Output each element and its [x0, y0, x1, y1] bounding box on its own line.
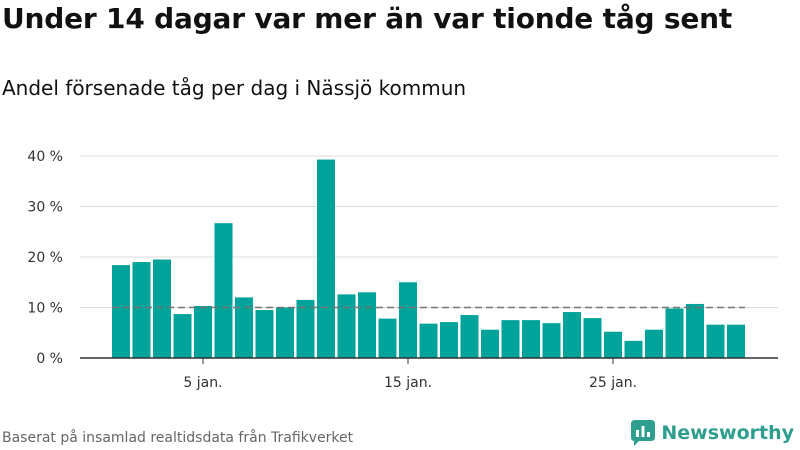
- bar: [542, 323, 561, 358]
- x-axis: 5 jan. 15 jan. 25 jan.: [80, 357, 778, 391]
- bar: [686, 303, 704, 358]
- bar: [132, 262, 151, 358]
- bar: [296, 299, 315, 358]
- bar: [481, 329, 499, 358]
- x-tick-label: 25 jan.: [589, 375, 637, 391]
- bar: [583, 318, 602, 358]
- bar: [706, 324, 725, 358]
- bar: [460, 315, 479, 358]
- bar: [645, 329, 663, 358]
- y-tick-label: 0 %: [36, 351, 63, 367]
- bar: [624, 340, 643, 358]
- bar: [276, 307, 294, 358]
- chart-title: Under 14 dagar var mer än var tionde tåg…: [2, 2, 733, 35]
- y-tick-label: 30 %: [27, 200, 63, 216]
- bar: [235, 297, 253, 358]
- bar: [501, 320, 520, 358]
- bars: [112, 159, 745, 358]
- bar: [604, 331, 622, 358]
- bar: [173, 314, 192, 358]
- bar: [563, 312, 581, 358]
- bar: [399, 282, 417, 358]
- x-tick-label: 15 jan.: [384, 375, 432, 391]
- bar: [112, 265, 130, 358]
- newsworthy-logo-icon: [631, 420, 656, 446]
- bar: [153, 259, 171, 358]
- bar: [255, 310, 274, 358]
- bar: [317, 159, 335, 358]
- bar: [214, 223, 233, 358]
- source-note: Baserat på insamlad realtidsdata från Tr…: [2, 430, 354, 446]
- gridlines: [80, 155, 778, 308]
- bar: [378, 318, 397, 358]
- bar: [419, 323, 438, 358]
- brand-name: Newsworthy: [661, 422, 794, 444]
- y-tick-label: 20 %: [27, 250, 63, 266]
- x-tick-label: 5 jan.: [183, 375, 222, 391]
- y-axis-labels: 0 % 10 % 20 % 30 % 40 %: [27, 149, 63, 367]
- chart-subtitle: Andel försenade tåg per dag i Nässjö kom…: [2, 76, 467, 100]
- newsworthy-brand: Newsworthy: [631, 420, 794, 446]
- y-tick-label: 40 %: [27, 149, 63, 165]
- bar: [440, 322, 458, 358]
- bar: [522, 320, 540, 358]
- y-tick-label: 10 %: [27, 301, 63, 317]
- bar: [358, 292, 376, 358]
- bar: [337, 294, 356, 358]
- bar: [727, 324, 745, 358]
- bar: [665, 308, 684, 358]
- bar: [194, 305, 212, 358]
